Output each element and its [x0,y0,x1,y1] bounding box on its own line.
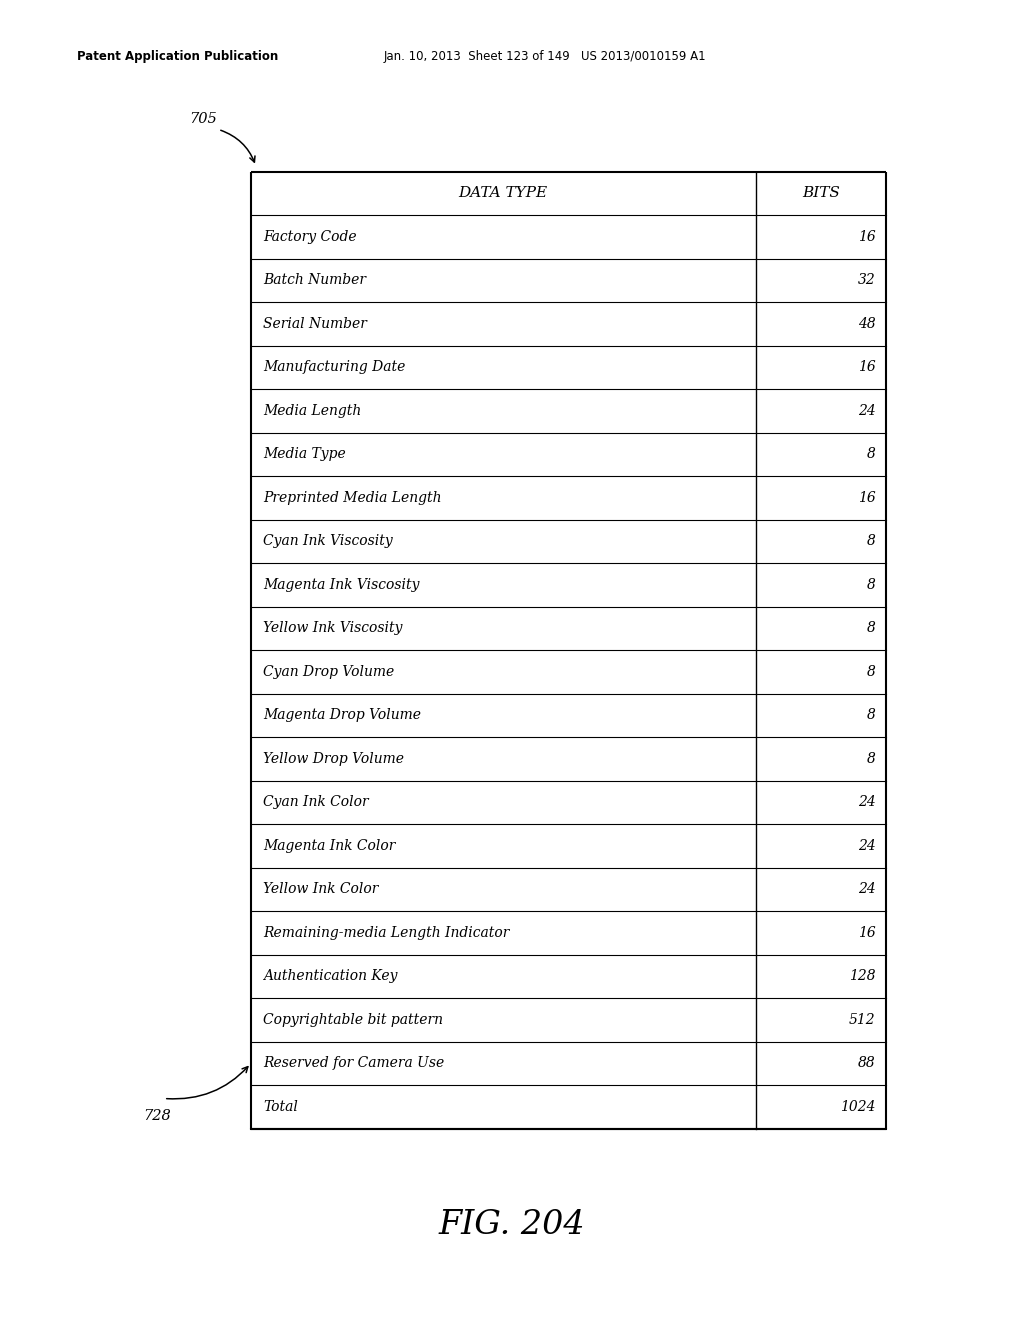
Text: Yellow Ink Viscosity: Yellow Ink Viscosity [263,622,402,635]
Text: 24: 24 [858,838,876,853]
Text: 8: 8 [866,578,876,591]
Text: 8: 8 [866,447,876,462]
Text: Yellow Drop Volume: Yellow Drop Volume [263,752,404,766]
Text: Cyan Ink Color: Cyan Ink Color [263,796,369,809]
Text: Cyan Ink Viscosity: Cyan Ink Viscosity [263,535,393,548]
Text: Jan. 10, 2013  Sheet 123 of 149   US 2013/0010159 A1: Jan. 10, 2013 Sheet 123 of 149 US 2013/0… [384,50,707,63]
Text: BITS: BITS [802,186,840,201]
Text: Magenta Ink Color: Magenta Ink Color [263,838,395,853]
Text: Manufacturing Date: Manufacturing Date [263,360,406,375]
Text: FIG. 204: FIG. 204 [438,1209,586,1241]
Text: Factory Code: Factory Code [263,230,356,244]
Text: 128: 128 [849,969,876,983]
Text: 88: 88 [858,1056,876,1071]
Text: Cyan Drop Volume: Cyan Drop Volume [263,665,394,678]
Text: Patent Application Publication: Patent Application Publication [77,50,279,63]
Text: Remaining-media Length Indicator: Remaining-media Length Indicator [263,925,510,940]
Text: Batch Number: Batch Number [263,273,367,288]
Text: Authentication Key: Authentication Key [263,969,397,983]
Text: 8: 8 [866,535,876,548]
Text: Copyrightable bit pattern: Copyrightable bit pattern [263,1012,443,1027]
Text: 16: 16 [858,925,876,940]
Text: Serial Number: Serial Number [263,317,367,331]
Text: Magenta Drop Volume: Magenta Drop Volume [263,709,421,722]
Text: 705: 705 [189,112,217,125]
Text: Total: Total [263,1100,298,1114]
Text: 16: 16 [858,230,876,244]
Text: 8: 8 [866,709,876,722]
Text: 24: 24 [858,404,876,418]
Text: 8: 8 [866,622,876,635]
Text: Media Type: Media Type [263,447,346,462]
Text: 32: 32 [858,273,876,288]
Text: Reserved for Camera Use: Reserved for Camera Use [263,1056,444,1071]
Text: 1024: 1024 [840,1100,876,1114]
Text: 16: 16 [858,491,876,504]
Text: 16: 16 [858,360,876,375]
Text: 8: 8 [866,752,876,766]
Text: 24: 24 [858,796,876,809]
Text: 8: 8 [866,665,876,678]
Text: DATA TYPE: DATA TYPE [459,186,548,201]
Text: Media Length: Media Length [263,404,361,418]
Text: Preprinted Media Length: Preprinted Media Length [263,491,441,504]
Text: 24: 24 [858,882,876,896]
Text: Yellow Ink Color: Yellow Ink Color [263,882,379,896]
Text: 512: 512 [849,1012,876,1027]
Text: 48: 48 [858,317,876,331]
Text: 728: 728 [143,1109,171,1122]
Text: Magenta Ink Viscosity: Magenta Ink Viscosity [263,578,420,591]
